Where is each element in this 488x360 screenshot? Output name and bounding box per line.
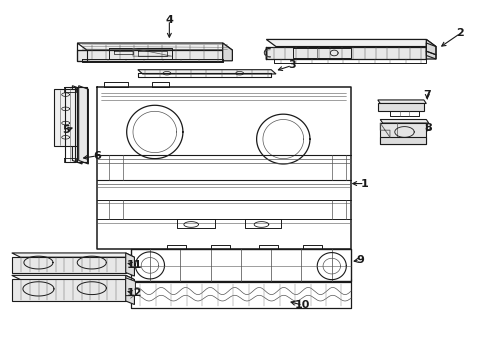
Text: 4: 4 [165,15,173,25]
Polygon shape [380,123,426,144]
Polygon shape [72,86,82,164]
Polygon shape [426,40,435,59]
Text: 5: 5 [62,125,70,135]
Text: 11: 11 [126,260,142,270]
Polygon shape [12,275,134,280]
Polygon shape [377,103,423,111]
Polygon shape [377,100,426,103]
Text: 10: 10 [294,300,310,310]
Text: 8: 8 [424,123,432,133]
Text: 7: 7 [423,90,430,100]
Text: 1: 1 [360,179,368,189]
Polygon shape [77,43,232,50]
Polygon shape [266,46,426,59]
Text: 3: 3 [287,60,295,71]
Polygon shape [12,253,134,257]
Polygon shape [125,275,134,305]
Text: 6: 6 [93,151,101,161]
Polygon shape [79,86,88,164]
Text: 12: 12 [126,288,142,298]
Polygon shape [54,89,77,146]
Polygon shape [125,278,135,296]
Polygon shape [266,40,435,46]
Polygon shape [12,279,125,301]
Polygon shape [380,120,428,123]
Polygon shape [77,50,222,61]
Polygon shape [12,257,125,273]
Polygon shape [138,70,275,74]
Polygon shape [380,137,426,144]
Polygon shape [222,43,232,61]
Text: 9: 9 [355,255,363,265]
Text: 2: 2 [455,28,463,39]
Polygon shape [125,253,134,276]
